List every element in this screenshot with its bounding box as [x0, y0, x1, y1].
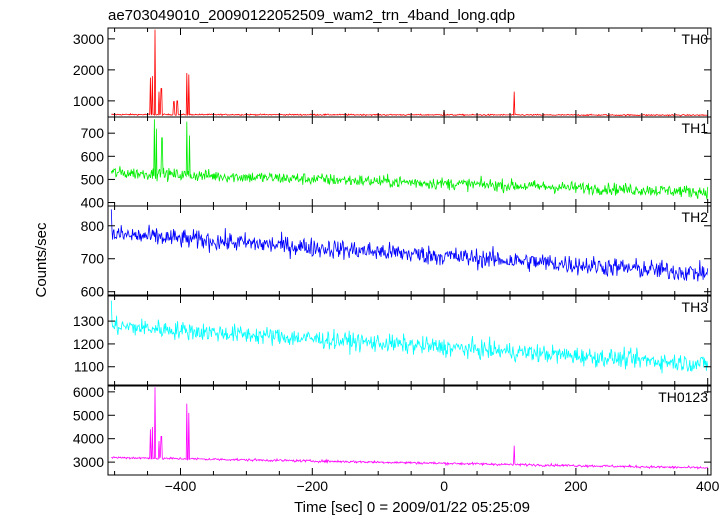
y-tick-label: 1300	[73, 313, 104, 329]
panel-th2: TH2 600 700 800	[81, 205, 712, 300]
panel-frame	[107, 205, 712, 296]
x-tick-label: −400	[165, 478, 197, 494]
y-tick-label: 1100	[74, 359, 104, 375]
x-tick-label: −200	[297, 478, 329, 494]
y-tick-label: 700	[81, 125, 105, 141]
band-label: TH0123	[658, 389, 708, 405]
y-tick-label: 600	[81, 148, 105, 164]
y-tick-label: 2000	[73, 62, 104, 78]
series-th2	[110, 209, 709, 282]
series-th0123	[111, 387, 709, 470]
panel-frame	[107, 295, 712, 386]
y-axis-label: Counts/sec	[33, 222, 50, 298]
x-tick-label: 400	[696, 478, 720, 494]
band-label: TH0	[682, 31, 709, 47]
chart-title: ae703049010_20090122052509_wam2_trn_4ban…	[108, 7, 515, 24]
panel-th0123: TH0123 3000 4000 5000 6000	[73, 384, 712, 476]
y-tick-label: 600	[81, 284, 105, 300]
x-tick-label: 0	[440, 478, 448, 494]
panel-frame	[107, 385, 712, 476]
panels: TH0100020003000TH1400500600700TH26007008…	[73, 27, 720, 494]
series-th3	[110, 300, 709, 374]
x-axis-label: Time [sec] 0 = 2009/01/22 05:25:09	[294, 499, 530, 516]
y-tick-label: 700	[81, 251, 105, 267]
y-tick-label: 3000	[73, 31, 104, 47]
panel-th3: TH3 1100 1200 1300	[73, 295, 712, 386]
y-tick-label: 1000	[73, 93, 104, 109]
series-th1	[110, 119, 709, 200]
y-tick-label: 4000	[73, 431, 104, 447]
y-tick-label: 1200	[73, 336, 104, 352]
panel-frame	[107, 27, 712, 118]
y-tick-label: 400	[81, 195, 105, 211]
band-label: TH2	[682, 209, 709, 225]
y-tick-label: 6000	[73, 384, 104, 400]
y-tick-label: 3000	[73, 454, 104, 470]
y-tick-label: 500	[81, 171, 105, 187]
band-label: TH1	[682, 120, 709, 136]
panel-th0: TH0 1000 2000 3000	[73, 27, 712, 118]
y-tick-label: 5000	[73, 407, 104, 423]
panel-th1: TH1 400 500 600 700	[81, 116, 712, 211]
band-label: TH3	[682, 299, 709, 315]
x-tick-label: 200	[564, 478, 588, 494]
y-tick-label: 800	[81, 218, 105, 234]
panel-frame	[107, 116, 712, 207]
series-th0	[111, 29, 708, 117]
